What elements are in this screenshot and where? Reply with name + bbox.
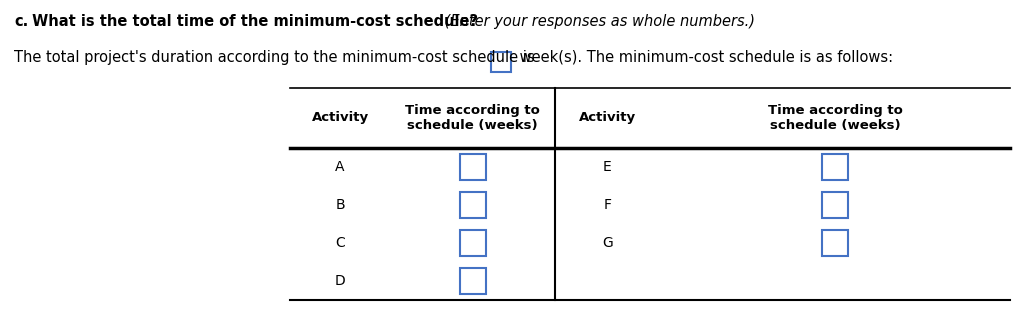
Text: week(s). The minimum-cost schedule is as follows:: week(s). The minimum-cost schedule is as… [515, 50, 893, 65]
FancyBboxPatch shape [460, 268, 485, 294]
Text: schedule (weeks): schedule (weeks) [408, 119, 538, 133]
FancyBboxPatch shape [822, 154, 848, 180]
Text: What is the total time of the minimum-cost schedule?: What is the total time of the minimum-co… [27, 14, 478, 29]
Text: The total project's duration according to the minimum-cost schedule is: The total project's duration according t… [14, 50, 535, 65]
Text: B: B [335, 198, 345, 212]
Text: E: E [603, 160, 612, 174]
Text: Time according to: Time according to [406, 104, 540, 116]
FancyBboxPatch shape [822, 192, 848, 218]
Text: A: A [335, 160, 345, 174]
FancyBboxPatch shape [460, 192, 485, 218]
FancyBboxPatch shape [490, 52, 511, 72]
Text: C: C [335, 236, 345, 250]
Text: D: D [335, 274, 345, 288]
Text: Time according to: Time according to [768, 104, 902, 116]
FancyBboxPatch shape [460, 154, 485, 180]
Text: schedule (weeks): schedule (weeks) [770, 119, 900, 133]
Text: G: G [602, 236, 613, 250]
FancyBboxPatch shape [460, 230, 485, 256]
Text: Activity: Activity [311, 111, 369, 124]
Text: c.: c. [14, 14, 29, 29]
Text: (Enter your responses as whole numbers.): (Enter your responses as whole numbers.) [440, 14, 755, 29]
Text: Activity: Activity [579, 111, 636, 124]
FancyBboxPatch shape [822, 230, 848, 256]
Text: F: F [603, 198, 611, 212]
